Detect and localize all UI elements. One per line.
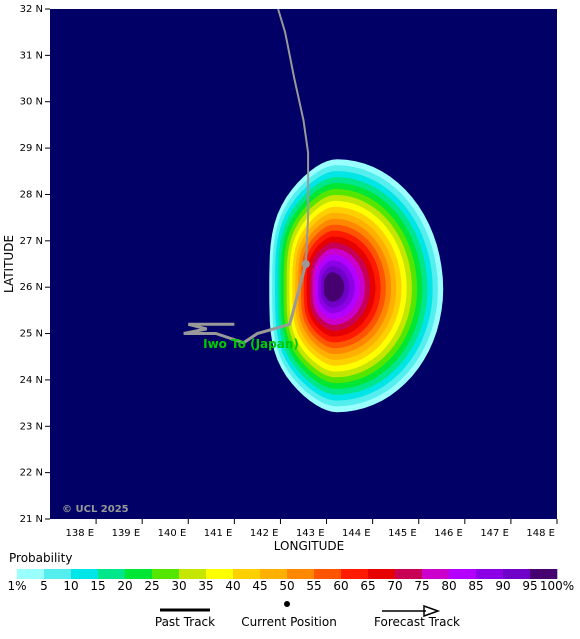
colorbar-swatch [287,569,315,579]
latitude-tick-label: 31 N [20,50,43,61]
colorbar-swatch [530,569,558,579]
longitude-tick-label: 147 E [480,528,509,539]
place-label: Iwo To (Japan) [203,337,299,351]
legend-scale-label: 100% [539,579,575,593]
colorbar-swatch [44,569,72,579]
latitude-tick-label: 21 N [20,514,43,525]
legend-scale-label: 15 [90,579,106,593]
longitude-tick-label: 138 E [65,528,94,539]
legend-scale-label: 5 [40,579,48,593]
longitude-tick-label: 145 E [388,528,417,539]
colorbar-swatch [476,569,504,579]
probability-contour [323,272,345,302]
current-position-key-label: Current Position [241,615,337,629]
legend-scale-labels: 1% 5 10 15 20 25 30 35 40 45 50 55 60 65 70 75 80 85 90 95 1… [0,579,580,595]
current-position-key-dot [284,601,290,607]
legend-scale-label: 70 [387,579,403,593]
forecast-track-key-label: Forecast Track [374,615,460,629]
legend-scale-label: 80 [441,579,457,593]
latitude-tick-label: 27 N [20,236,43,247]
latitude-tick-label: 28 N [20,189,43,200]
current-position-marker [301,260,310,268]
legend-scale-label: 60 [333,579,349,593]
colorbar-swatch [125,569,153,579]
colorbar-swatch [449,569,477,579]
legend-scale-label: 50 [279,579,295,593]
latitude-ticks: 21 N 22 N 23 N 24 N 25 N 26 N 27 N 28 N 29 N 30 N… [20,4,50,525]
past-track-line [183,263,308,345]
legend-scale-label: 65 [360,579,376,593]
longitude-tick-label: 143 E [296,528,325,539]
latitude-tick-label: 25 N [20,329,43,340]
colorbar-swatch [368,569,396,579]
copyright-label: © UCL 2025 [62,504,129,515]
colorbar-swatch [503,569,531,579]
legend-scale-label: 90 [495,579,511,593]
forecast-track-key-arrowhead [423,604,441,618]
past-track-key-label: Past Track [154,615,216,629]
colorbar-swatch [341,569,369,579]
legend-scale-label: 10 [63,579,79,593]
legend-scale-label: 20 [117,579,133,593]
probability-colorbar [17,569,558,579]
longitude-ticks: 138 E 139 E 140 E 141 E 142 E 143 E 144 E 145 E… [65,519,558,539]
legend-scale-label: 1% [7,579,27,593]
longitude-tick-label: 140 E [158,528,187,539]
forecast-track-line [277,8,310,265]
legend-scale-label: 85 [468,579,484,593]
colorbar-swatch [422,569,450,579]
legend-scale-label: 45 [252,579,268,593]
colorbar-swatch [17,569,45,579]
colorbar-swatch [152,569,180,579]
legend-scale-label: 55 [306,579,322,593]
colorbar-swatch [395,569,423,579]
legend-title: Probability [9,551,73,565]
longitude-tick-label: 141 E [204,528,233,539]
longitude-tick-label: 148 E [526,528,555,539]
x-axis-label: LONGITUDE [274,539,344,553]
colorbar-swatch [233,569,261,579]
colorbar-swatch [98,569,126,579]
legend-scale-label: 25 [144,579,160,593]
latitude-tick-label: 26 N [20,282,43,293]
legend-scale-label: 95 [522,579,538,593]
colorbar-swatch [206,569,234,579]
legend-scale-label: 40 [225,579,241,593]
probability-contours [269,159,444,413]
longitude-tick-label: 142 E [250,528,279,539]
colorbar-swatch [179,569,207,579]
legend-scale-label: 75 [414,579,430,593]
latitude-tick-label: 22 N [20,468,43,479]
latitude-tick-label: 29 N [20,143,43,154]
longitude-tick-label: 146 E [434,528,463,539]
colorbar-swatch [314,569,342,579]
longitude-tick-label: 139 E [112,528,141,539]
y-axis-label: LATITUDE [2,235,16,293]
legend-scale-label: 35 [198,579,214,593]
legend-scale-label: 30 [171,579,187,593]
colorbar-swatch [260,569,288,579]
longitude-tick-label: 144 E [342,528,371,539]
latitude-tick-label: 32 N [20,4,43,15]
latitude-tick-label: 30 N [20,97,43,108]
colorbar-swatch [71,569,99,579]
latitude-tick-label: 23 N [20,421,43,432]
latitude-tick-label: 24 N [20,375,43,386]
